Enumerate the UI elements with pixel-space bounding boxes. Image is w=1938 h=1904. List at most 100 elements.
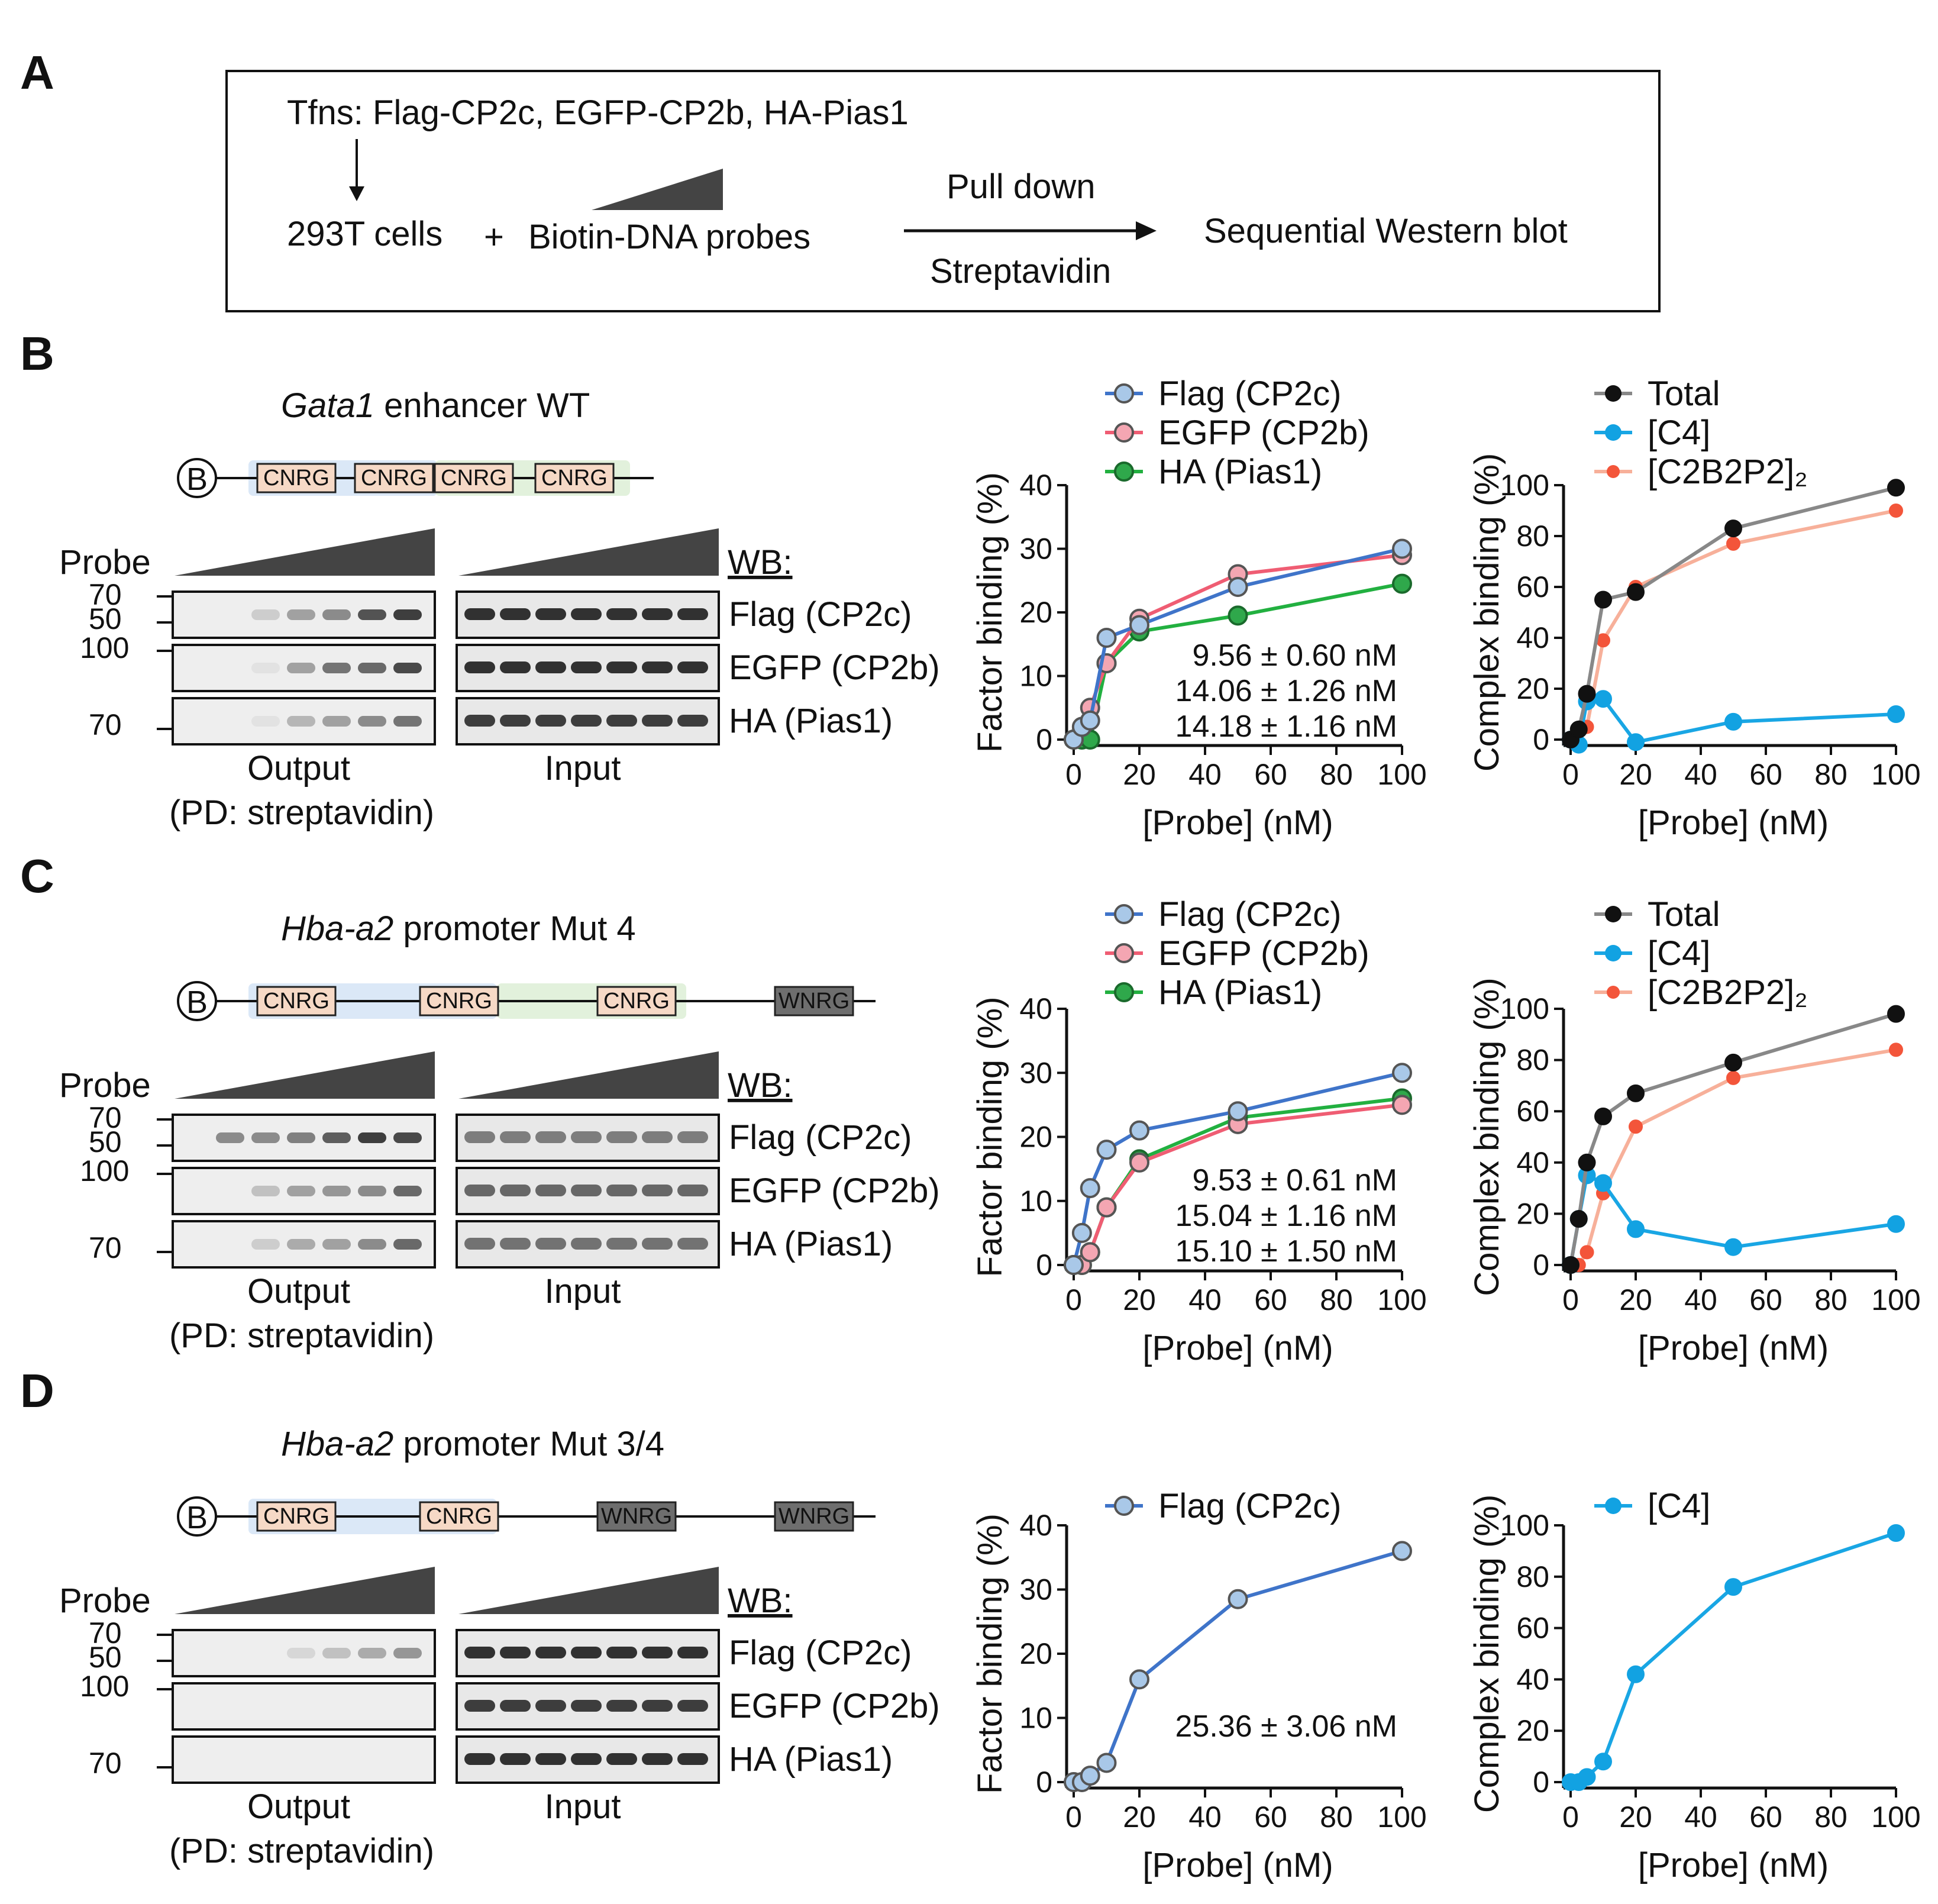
x-axis-label: [Probe] (nM) bbox=[1638, 1846, 1829, 1884]
band-label: EGFP (CP2b) bbox=[729, 1687, 940, 1725]
x-axis-label: [Probe] (nM) bbox=[1638, 1329, 1829, 1367]
data-point bbox=[1726, 1070, 1740, 1085]
rows-layer: Gata1 enhancer WT B CNRG CNRG CNRG CNRG Probe W… bbox=[59, 386, 940, 1870]
legend-marker bbox=[1605, 1498, 1622, 1514]
legend-item: [C4] bbox=[1594, 414, 1710, 452]
y-axis-label: Complex binding (%) bbox=[1468, 1495, 1506, 1813]
legend-label: [C4] bbox=[1648, 934, 1710, 973]
kd-annotation: 14.18 ± 1.16 nM bbox=[1175, 709, 1397, 744]
row-c: Hba-a2 promoter Mut 4 B CNRG CNRG CNRG WNRG Pr… bbox=[59, 909, 940, 1355]
output-band bbox=[287, 716, 315, 727]
motif-box bbox=[419, 986, 499, 1016]
pd-label: (PD: streptavidin) bbox=[169, 793, 434, 832]
data-point bbox=[1228, 605, 1248, 626]
input-band bbox=[606, 661, 637, 673]
legend-item: [C4] bbox=[1594, 1487, 1710, 1525]
x-tick-label: 60 bbox=[1749, 1800, 1782, 1834]
panel-label-c: C bbox=[20, 850, 54, 902]
x-tick-label: 60 bbox=[1254, 1283, 1287, 1316]
input-band bbox=[500, 1753, 531, 1765]
row-title: Gata1 enhancer WT bbox=[281, 386, 590, 425]
x-tick-label: 60 bbox=[1254, 758, 1287, 791]
input-band bbox=[535, 1753, 566, 1765]
output-gradient-wedge bbox=[175, 1051, 435, 1099]
legend-item: HA (Pias1) bbox=[1105, 973, 1322, 1012]
output-blot-strip bbox=[172, 1629, 436, 1677]
x-tick-label: 40 bbox=[1684, 1283, 1717, 1316]
x-tick-label: 20 bbox=[1123, 758, 1156, 791]
data-point bbox=[1129, 615, 1149, 635]
data-point bbox=[1724, 519, 1742, 538]
legend-label: HA (Pias1) bbox=[1158, 973, 1322, 1012]
x-tick-label: 0 bbox=[1065, 758, 1082, 791]
motif-label: CNRG bbox=[263, 1504, 330, 1529]
output-band bbox=[322, 1648, 351, 1658]
y-tick-label: 40 bbox=[1516, 621, 1549, 654]
row-title-rest: promoter Mut 4 bbox=[393, 909, 635, 948]
input-band bbox=[642, 715, 673, 727]
y-axis-label: Complex binding (%) bbox=[1468, 453, 1506, 772]
probe-diagram: B CNRG CNRG CNRG CNRG bbox=[177, 458, 654, 498]
output-blot-strip bbox=[172, 644, 436, 692]
input-band bbox=[606, 1700, 637, 1712]
data-point bbox=[1392, 1063, 1412, 1083]
input-band bbox=[642, 1131, 673, 1143]
input-band bbox=[535, 1647, 566, 1658]
row-title: Hba-a2 promoter Mut 4 bbox=[281, 909, 636, 948]
data-point bbox=[1562, 1256, 1580, 1274]
output-band bbox=[322, 1186, 351, 1196]
x-tick-label: 40 bbox=[1684, 758, 1717, 791]
legend-label: [C2B2P2]₂ bbox=[1648, 453, 1808, 491]
x-tick-label: 60 bbox=[1749, 1283, 1782, 1316]
chart-6: 0 20 40 60 80 100 0 20 40 60 80 100 [Probe] (nM) Comp… bbox=[1468, 1487, 1921, 1884]
y-tick-label: 60 bbox=[1516, 1612, 1549, 1645]
x-tick-label: 80 bbox=[1814, 1800, 1847, 1834]
y-tick-label: 20 bbox=[1019, 1637, 1052, 1670]
output-band bbox=[358, 609, 386, 620]
output-blot-strip bbox=[172, 1167, 436, 1215]
x-tick-label: 100 bbox=[1871, 758, 1920, 791]
x-tick-label: 0 bbox=[1562, 1800, 1579, 1834]
data-point bbox=[1578, 685, 1596, 703]
pd-label: (PD: streptavidin) bbox=[169, 1832, 434, 1870]
output-blot-strip bbox=[172, 1735, 436, 1784]
output-band bbox=[393, 1648, 422, 1658]
motif-box bbox=[354, 463, 434, 493]
data-point bbox=[1594, 1174, 1612, 1192]
band-label: Flag (CP2c) bbox=[729, 595, 912, 634]
output-band bbox=[358, 1132, 386, 1143]
pull-down-text: Pull down bbox=[947, 167, 1095, 206]
legend-item: EGFP (CP2b) bbox=[1105, 414, 1369, 452]
biotin-label: B bbox=[186, 985, 208, 1020]
band-label: EGFP (CP2b) bbox=[729, 1172, 940, 1210]
input-band bbox=[642, 1753, 673, 1765]
kd-annotation: 15.04 ± 1.16 nM bbox=[1175, 1199, 1397, 1233]
data-point bbox=[1889, 1043, 1903, 1057]
y-tick-label: 20 bbox=[1019, 1121, 1052, 1154]
output-band bbox=[251, 1186, 280, 1196]
data-point bbox=[1096, 1197, 1117, 1218]
legend-item: Flag (CP2c) bbox=[1105, 1487, 1341, 1525]
data-point bbox=[1569, 720, 1588, 738]
data-point bbox=[1724, 1578, 1742, 1596]
motif-box bbox=[434, 463, 514, 493]
x-tick-label: 80 bbox=[1320, 1800, 1353, 1834]
x-tick-label: 20 bbox=[1123, 1800, 1156, 1834]
series-line bbox=[1074, 1549, 1403, 1784]
y-tick-label: 0 bbox=[1036, 1248, 1052, 1282]
x-axis-label: [Probe] (nM) bbox=[1638, 803, 1829, 842]
probes-text: Biotin-DNA probes bbox=[528, 218, 810, 256]
legend-label: Flag (CP2c) bbox=[1158, 375, 1341, 413]
marker-label: 100 bbox=[80, 1154, 129, 1187]
input-band bbox=[535, 1238, 566, 1250]
panel-label-d: D bbox=[20, 1364, 54, 1417]
legend-item: [C2B2P2]₂ bbox=[1594, 453, 1808, 491]
plus-text: + bbox=[484, 218, 504, 256]
output-band bbox=[287, 1132, 315, 1143]
chart-5: 0 10 20 30 40 0 20 40 60 80 100 [Probe] (nM) Factor … bbox=[971, 1487, 1427, 1884]
input-band bbox=[677, 1647, 708, 1658]
input-band bbox=[464, 715, 495, 727]
legend-item: HA (Pias1) bbox=[1105, 453, 1322, 491]
y-tick-label: 30 bbox=[1019, 1573, 1052, 1606]
input-band bbox=[464, 1238, 495, 1250]
